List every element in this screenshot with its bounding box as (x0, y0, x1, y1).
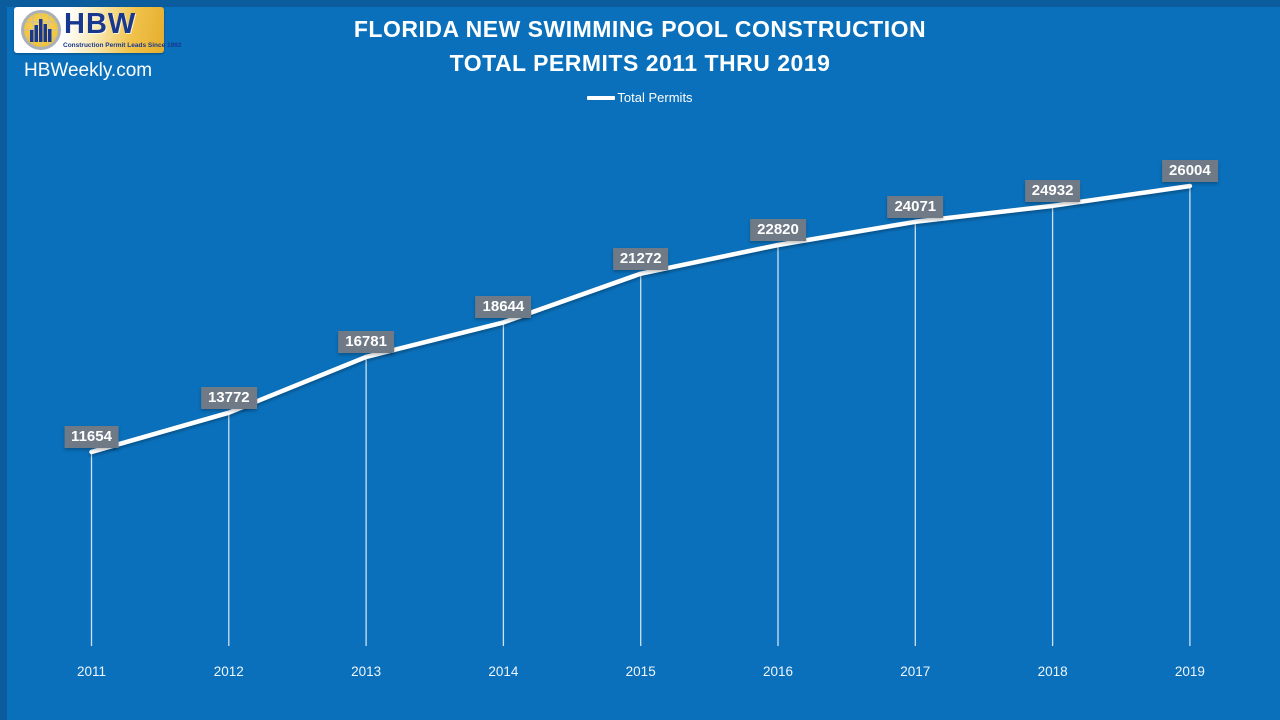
website-label: HBWeekly.com (24, 60, 153, 81)
data-point-label-2014: 18644 (475, 296, 532, 319)
x-axis-label-2011: 2011 (76, 664, 107, 679)
data-point-label-2011: 11654 (64, 425, 119, 448)
data-point-label-2018: 24932 (1024, 179, 1081, 202)
legend-line-marker (587, 95, 616, 100)
hbw-logo-tagline: Construction Permit Leads Since 1992 (63, 42, 182, 49)
data-point-label-2015: 21272 (612, 247, 669, 270)
hbw-logo: HBW Construction Permit Leads Since 1992 (14, 7, 182, 53)
data-point-label-2012: 13772 (200, 386, 257, 409)
x-axis-label-2018: 2018 (1037, 664, 1068, 679)
chart-subtitle: TOTAL PERMITS 2011 THRU 2019 (449, 50, 831, 76)
chart-title-block: FLORIDA NEW SWIMMING POOL CONSTRUCTION T… (0, 12, 1280, 80)
x-axis-label-2017: 2017 (900, 664, 931, 679)
data-point-label-2017: 24071 (887, 195, 944, 218)
slide-edge-top (0, 0, 1280, 7)
x-axis-label-2019: 2019 (1174, 664, 1205, 679)
bar-chart-globe-icon (21, 10, 61, 50)
x-axis-label-2016: 2016 (762, 664, 794, 679)
x-axis-label-2015: 2015 (625, 664, 656, 679)
series-line-total-permits (89, 183, 1193, 455)
chart-title: FLORIDA NEW SWIMMING POOL CONSTRUCTION (353, 16, 927, 42)
slide-edge-left (0, 0, 7, 720)
data-point-label-2013: 16781 (338, 330, 394, 353)
hbw-logo-text: HBW (64, 8, 137, 40)
x-axis-label-2012: 2012 (213, 664, 244, 679)
x-axis-label-2013: 2013 (351, 664, 382, 679)
chart-legend: Total Permits (0, 90, 1280, 105)
data-point-label-2019: 26004 (1162, 159, 1218, 182)
data-point-label-2016: 22820 (750, 218, 806, 241)
legend-series-label: Total Permits (617, 90, 693, 105)
x-axis-label-2014: 2014 (488, 664, 519, 679)
